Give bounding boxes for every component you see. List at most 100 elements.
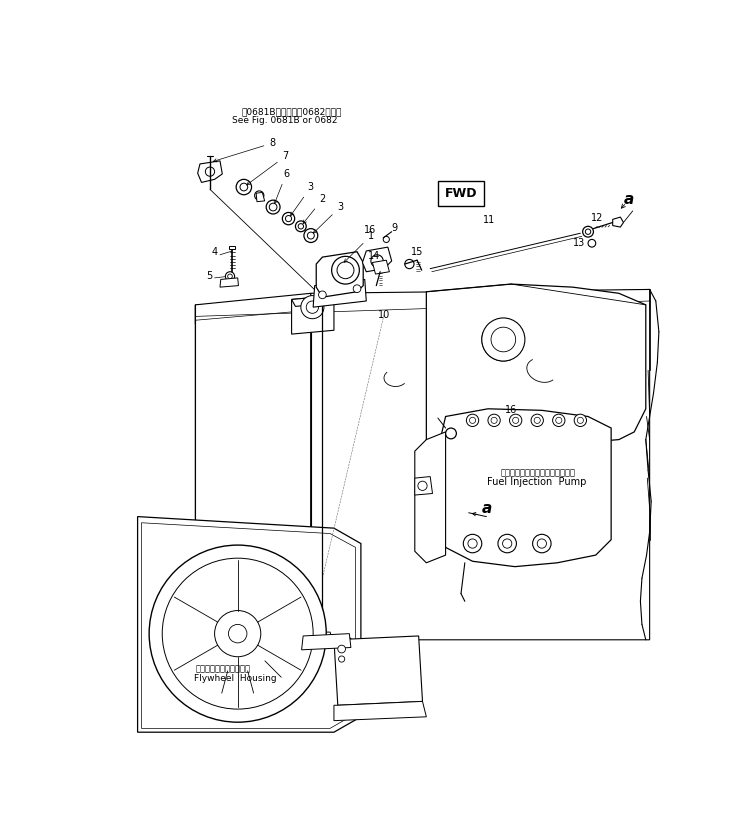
Polygon shape	[334, 701, 427, 721]
Text: 16: 16	[505, 406, 517, 415]
Circle shape	[577, 417, 583, 423]
Text: 16: 16	[364, 225, 376, 235]
Text: 4: 4	[211, 248, 217, 258]
Circle shape	[338, 645, 346, 653]
Circle shape	[332, 256, 359, 284]
Polygon shape	[334, 636, 423, 706]
Text: 3: 3	[314, 202, 343, 233]
Text: 1: 1	[344, 230, 374, 262]
Circle shape	[491, 417, 498, 423]
Circle shape	[491, 327, 515, 352]
Polygon shape	[220, 278, 238, 287]
Circle shape	[266, 200, 280, 214]
Text: 10: 10	[378, 310, 390, 320]
Circle shape	[301, 296, 324, 318]
Polygon shape	[427, 284, 646, 444]
Text: 5: 5	[206, 271, 212, 281]
Circle shape	[418, 481, 427, 491]
Polygon shape	[196, 293, 311, 640]
Polygon shape	[613, 217, 624, 227]
Circle shape	[512, 417, 518, 423]
Circle shape	[337, 262, 354, 279]
Circle shape	[285, 216, 291, 222]
Text: 9: 9	[391, 223, 397, 233]
Text: 3: 3	[291, 182, 314, 216]
Circle shape	[586, 229, 591, 234]
Circle shape	[255, 191, 264, 200]
Circle shape	[468, 539, 477, 549]
Circle shape	[488, 414, 500, 427]
Circle shape	[318, 291, 326, 299]
Polygon shape	[316, 252, 363, 297]
Circle shape	[482, 318, 525, 361]
Text: 13: 13	[573, 239, 585, 249]
Circle shape	[269, 203, 277, 211]
Text: 6: 6	[274, 169, 289, 204]
Circle shape	[553, 414, 565, 427]
Circle shape	[306, 301, 318, 313]
Circle shape	[307, 232, 314, 239]
Circle shape	[229, 624, 247, 643]
Circle shape	[533, 534, 551, 553]
Text: a: a	[624, 192, 634, 207]
Circle shape	[149, 545, 326, 722]
Circle shape	[537, 539, 547, 549]
Circle shape	[534, 417, 540, 423]
Text: 11: 11	[483, 215, 495, 225]
Text: フェエルインジェクションポンプ: フェエルインジェクションポンプ	[500, 468, 575, 477]
Text: 2: 2	[303, 194, 326, 223]
Polygon shape	[313, 280, 366, 307]
Circle shape	[574, 414, 586, 427]
Circle shape	[353, 285, 361, 292]
Circle shape	[503, 539, 512, 549]
FancyBboxPatch shape	[438, 181, 484, 206]
Polygon shape	[415, 432, 446, 563]
Text: 7: 7	[247, 151, 288, 185]
Circle shape	[228, 274, 232, 279]
Polygon shape	[229, 245, 235, 249]
Polygon shape	[312, 632, 332, 640]
Circle shape	[556, 417, 562, 423]
Polygon shape	[141, 522, 356, 728]
Circle shape	[236, 179, 252, 195]
Polygon shape	[137, 517, 361, 732]
Circle shape	[405, 260, 414, 269]
Circle shape	[304, 228, 317, 243]
Circle shape	[466, 414, 479, 427]
Circle shape	[282, 213, 294, 225]
Circle shape	[162, 558, 313, 709]
Polygon shape	[311, 290, 650, 640]
Text: 14: 14	[368, 251, 380, 261]
Text: FWD: FWD	[444, 187, 477, 201]
Circle shape	[383, 236, 389, 243]
Text: 12: 12	[591, 213, 604, 223]
Polygon shape	[198, 160, 223, 182]
Circle shape	[463, 534, 482, 553]
Circle shape	[205, 167, 214, 176]
Polygon shape	[373, 260, 389, 274]
Polygon shape	[415, 476, 433, 495]
Polygon shape	[291, 296, 338, 307]
Text: フライホイルハウジング: フライホイルハウジング	[196, 664, 250, 674]
Text: 第0681B図または第0682図参照: 第0681B図または第0682図参照	[241, 107, 342, 116]
Circle shape	[446, 428, 456, 438]
Polygon shape	[291, 296, 334, 334]
Circle shape	[469, 417, 476, 423]
Polygon shape	[302, 633, 351, 650]
Circle shape	[240, 183, 248, 191]
Circle shape	[588, 239, 596, 247]
Circle shape	[296, 221, 306, 232]
Polygon shape	[196, 290, 650, 324]
Circle shape	[509, 414, 522, 427]
Text: 15: 15	[411, 247, 424, 257]
Circle shape	[498, 534, 516, 553]
Circle shape	[226, 271, 235, 281]
Text: See Fig. 0681B or 0682: See Fig. 0681B or 0682	[232, 116, 338, 125]
Text: Fuel Injection  Pump: Fuel Injection Pump	[487, 477, 586, 487]
Polygon shape	[256, 192, 264, 202]
Polygon shape	[362, 247, 391, 271]
Text: Flywheel  Housing: Flywheel Housing	[193, 674, 276, 683]
Circle shape	[338, 656, 344, 662]
Polygon shape	[440, 409, 611, 567]
Circle shape	[371, 255, 383, 267]
